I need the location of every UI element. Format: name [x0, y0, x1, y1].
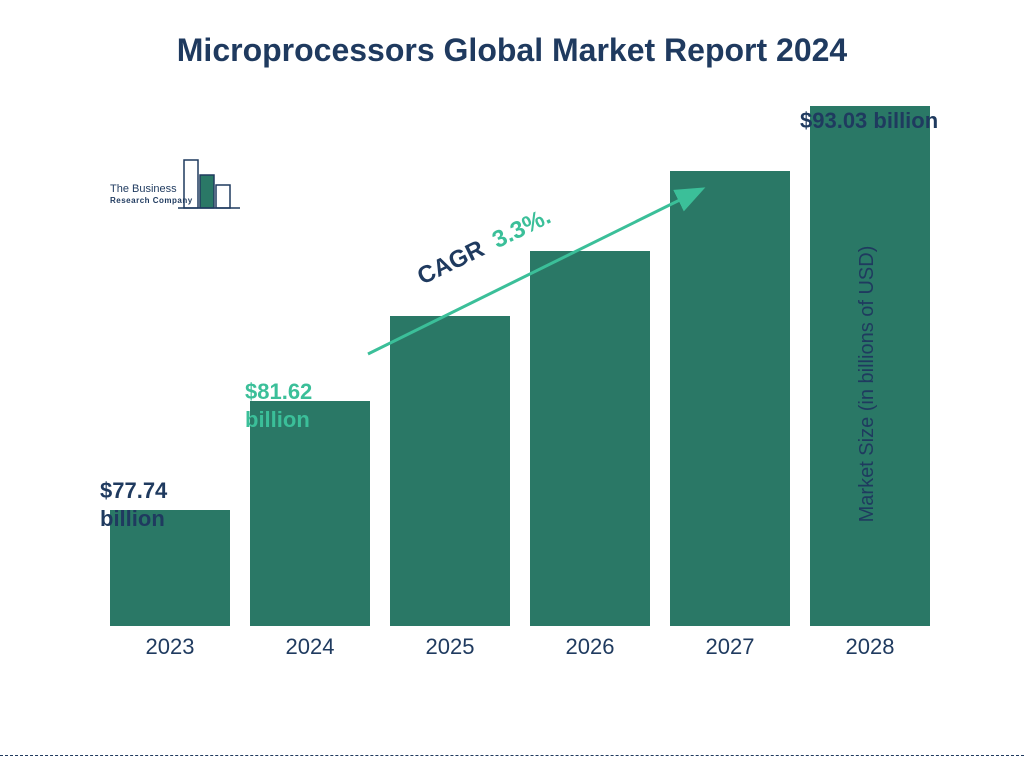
bottom-divider — [0, 755, 1024, 756]
bar-group: 2024 — [250, 401, 370, 660]
bar-group: 2026 — [530, 251, 650, 660]
bar — [390, 316, 510, 626]
value-label: $77.74billion — [100, 477, 167, 532]
bar — [530, 251, 650, 626]
bar-x-label: 2023 — [146, 634, 195, 660]
bar — [250, 401, 370, 626]
bar-x-label: 2028 — [846, 634, 895, 660]
bar-group: 2023 — [110, 510, 230, 660]
bars-container: 2023 2024 2025 2026 2027 2028 — [90, 130, 950, 660]
bar-group: 2025 — [390, 316, 510, 660]
bar-x-label: 2024 — [286, 634, 335, 660]
chart-title: Microprocessors Global Market Report 202… — [0, 32, 1024, 69]
y-axis-label: Market Size (in billions of USD) — [856, 246, 879, 523]
bar-group: 2027 — [670, 171, 790, 660]
bar-x-label: 2027 — [706, 634, 755, 660]
bar-x-label: 2026 — [566, 634, 615, 660]
bar — [670, 171, 790, 626]
value-label: $81.62billion — [245, 378, 312, 433]
bar-x-label: 2025 — [426, 634, 475, 660]
value-label: $93.03 billion — [800, 107, 938, 135]
